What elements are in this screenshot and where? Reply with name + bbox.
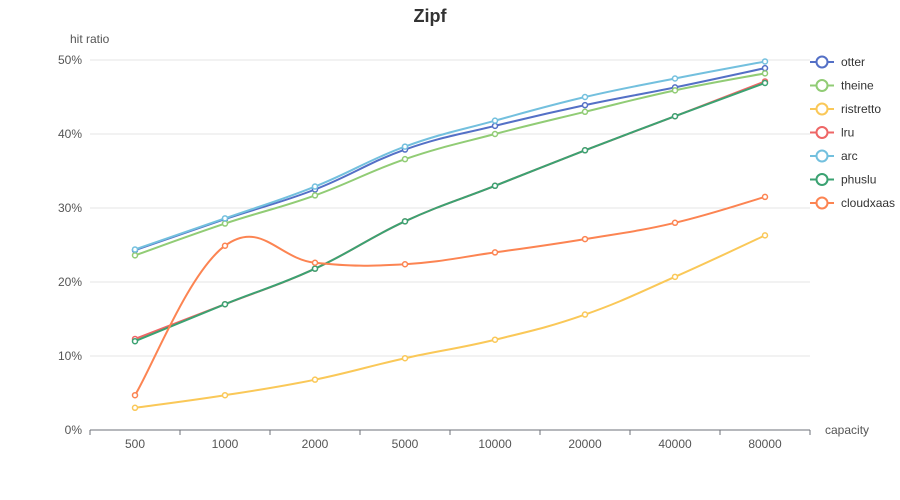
x-tick-label: 1000 [212, 437, 239, 451]
series-ristretto [131, 232, 769, 412]
data-point-otter[interactable] [491, 122, 499, 130]
legend-label: cloudxaas [841, 196, 895, 210]
series-theine [131, 70, 769, 259]
data-point-cloudxaas[interactable] [761, 193, 769, 201]
legend-marker [815, 55, 829, 69]
legend[interactable]: otter theine ristretto lru arc phuslu cloudxaa… [810, 55, 895, 210]
x-tick-label: 10000 [478, 437, 512, 451]
data-point-arc[interactable] [761, 58, 769, 65]
data-point-ristretto[interactable] [761, 232, 769, 239]
series-line-arc [134, 60, 766, 251]
x-axis-name: capacity [825, 423, 869, 437]
data-point-phuslu[interactable] [401, 218, 409, 225]
data-point-cloudxaas[interactable] [311, 259, 319, 267]
data-point-cloudxaas[interactable] [581, 235, 589, 243]
data-point-phuslu[interactable] [311, 265, 319, 272]
series-lines [131, 58, 769, 412]
y-axis-ticks: 0% 10% 20% 30% 40% 50% [58, 53, 82, 437]
x-tick-label: 20000 [568, 437, 602, 451]
series-arc [131, 58, 769, 253]
data-point-phuslu[interactable] [131, 337, 139, 345]
data-point-theine[interactable] [401, 155, 409, 163]
data-point-phuslu[interactable] [761, 79, 769, 87]
data-point-ristretto[interactable] [221, 391, 229, 399]
data-point-ristretto[interactable] [311, 376, 319, 383]
data-point-theine[interactable] [581, 108, 589, 116]
data-point-arc[interactable] [581, 93, 589, 101]
data-point-theine[interactable] [311, 192, 319, 199]
y-tick-label: 20% [58, 275, 82, 289]
legend-item-otter[interactable]: otter [810, 55, 865, 69]
data-point-ristretto[interactable] [401, 354, 409, 362]
data-point-phuslu[interactable] [671, 112, 679, 120]
data-point-ristretto[interactable] [131, 404, 139, 412]
x-tick-label: 5000 [392, 437, 419, 451]
data-point-arc[interactable] [311, 183, 319, 190]
y-tick-label: 50% [58, 53, 82, 67]
data-point-ristretto[interactable] [491, 336, 499, 343]
data-point-phuslu[interactable] [221, 300, 229, 308]
data-point-otter[interactable] [581, 101, 589, 109]
series-line-ristretto [134, 234, 766, 409]
data-point-arc[interactable] [491, 117, 499, 124]
legend-label: phuslu [841, 173, 876, 187]
legend-item-arc[interactable]: arc [810, 149, 858, 163]
data-point-theine[interactable] [671, 87, 679, 94]
data-point-arc[interactable] [671, 75, 679, 82]
chart-title: Zipf [414, 6, 448, 26]
legend-item-lru[interactable]: lru [810, 126, 854, 140]
grid-lines [90, 59, 810, 357]
y-tick-label: 30% [58, 201, 82, 215]
data-point-theine[interactable] [131, 252, 139, 259]
data-point-theine[interactable] [221, 220, 229, 227]
legend-item-ristretto[interactable]: ristretto [810, 102, 881, 116]
data-point-cloudxaas[interactable] [401, 260, 409, 268]
legend-marker [815, 196, 829, 210]
data-point-otter[interactable] [761, 64, 769, 72]
y-tick-label: 40% [58, 127, 82, 141]
series-line-phuslu [134, 82, 766, 343]
series-cloudxaas [131, 193, 769, 399]
data-point-theine[interactable] [491, 130, 499, 138]
legend-item-cloudxaas[interactable]: cloudxaas [810, 196, 895, 210]
data-point-ristretto[interactable] [671, 273, 679, 281]
y-axis-name: hit ratio [70, 32, 110, 46]
legend-marker [815, 126, 829, 139]
data-point-arc[interactable] [131, 246, 139, 253]
data-point-arc[interactable] [221, 215, 229, 222]
data-point-cloudxaas[interactable] [221, 242, 229, 249]
legend-label: lru [841, 126, 854, 140]
legend-label: ristretto [841, 102, 881, 116]
y-tick-label: 0% [65, 423, 83, 437]
series-phuslu [131, 79, 769, 345]
series-line-cloudxaas [134, 195, 766, 396]
data-point-phuslu[interactable] [581, 147, 589, 154]
data-point-ristretto[interactable] [581, 311, 589, 318]
series-line-lru [134, 80, 766, 340]
legend-label: theine [841, 79, 874, 93]
x-tick-label: 2000 [302, 437, 329, 451]
x-axis: 500 1000 2000 5000 10000 20000 40000 80000 [89, 429, 811, 451]
legend-item-theine[interactable]: theine [810, 79, 874, 93]
legend-marker [815, 149, 829, 163]
y-tick-label: 10% [58, 349, 82, 363]
x-tick-label: 80000 [748, 437, 782, 451]
data-point-cloudxaas[interactable] [491, 249, 499, 256]
legend-item-phuslu[interactable]: phuslu [810, 173, 876, 187]
x-tick-label: 40000 [658, 437, 692, 451]
x-tick-label: 500 [125, 437, 145, 451]
data-point-cloudxaas[interactable] [131, 391, 139, 399]
data-point-theine[interactable] [761, 70, 769, 77]
legend-marker [815, 173, 829, 186]
data-point-cloudxaas[interactable] [671, 219, 679, 227]
legend-label: arc [841, 149, 858, 163]
series-line-theine [134, 72, 766, 257]
legend-marker [815, 102, 829, 116]
data-point-arc[interactable] [401, 143, 409, 150]
legend-label: otter [841, 55, 865, 69]
legend-marker [815, 79, 829, 92]
data-point-phuslu[interactable] [491, 182, 499, 190]
